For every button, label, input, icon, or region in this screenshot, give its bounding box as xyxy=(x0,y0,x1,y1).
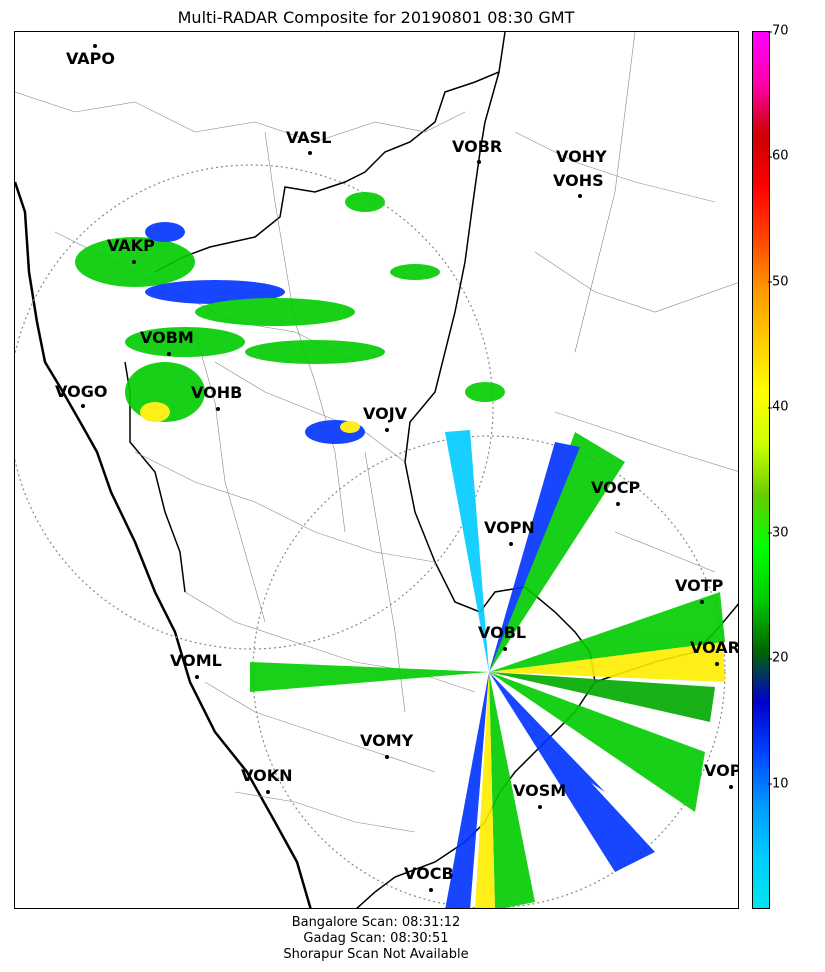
map-canvas xyxy=(15,32,738,908)
coastline xyxy=(15,181,312,908)
station-vosm: VOSM xyxy=(513,781,566,809)
station-voml: VOML xyxy=(170,651,222,679)
station-vocp: VOCP xyxy=(591,478,640,506)
station-vohs: VOHS xyxy=(553,171,604,198)
station-vogo: VOGO xyxy=(55,382,107,408)
station-vocb: VOCB xyxy=(404,864,454,892)
radar-map: VAPO VASL VOBR VOHY VOHS VAKP VOBM VOGO … xyxy=(14,31,739,909)
colorbar-tick-label: 10 xyxy=(768,776,789,792)
state-border-north xyxy=(154,32,506,273)
bangalore-scan-time: Bangalore Scan: 08:31:12 xyxy=(291,915,461,930)
shorapur-scan-status: Shorapur Scan Not Available xyxy=(283,947,469,962)
station-vokn: VOKN xyxy=(241,766,293,794)
station-voar: VOAR xyxy=(690,638,738,666)
reflectivity-colorbar xyxy=(752,31,770,909)
gadag-range-ring xyxy=(15,164,494,650)
colorbar-tick-label: 60 xyxy=(768,148,789,164)
colorbar-tick-label: 40 xyxy=(768,399,789,415)
station-vasl: VASL xyxy=(286,128,331,155)
station-votp: VOTP xyxy=(675,576,723,604)
bangalore-echoes xyxy=(250,430,725,908)
colorbar-ticks: 10 20 30 40 50 60 70 xyxy=(768,24,822,909)
station-vohy: VOHY xyxy=(556,147,607,166)
station-vobr: VOBR xyxy=(452,137,502,164)
colorbar-tick-label: 70 xyxy=(768,23,789,39)
colorbar-tick-label: 50 xyxy=(768,274,789,290)
station-vobm: VOBM xyxy=(140,328,194,356)
station-vakp: VAKP xyxy=(107,236,155,264)
station-vapo: VAPO xyxy=(66,44,115,68)
colorbar-tick-label: 20 xyxy=(768,650,789,666)
gadag-echoes xyxy=(75,192,505,444)
station-vohb: VOHB xyxy=(191,383,242,411)
station-vojv: VOJV xyxy=(363,404,407,432)
colorbar-tick-label: 30 xyxy=(768,525,789,541)
station-vopc: VOPC xyxy=(704,761,738,789)
gadag-scan-time: Gadag Scan: 08:30:51 xyxy=(303,931,449,946)
station-vomy: VOMY xyxy=(360,731,413,759)
district-borders xyxy=(15,32,738,833)
map-title: Multi-RADAR Composite for 20190801 08:30… xyxy=(177,8,575,27)
station-vopn: VOPN xyxy=(484,518,535,546)
station-vobl: VOBL xyxy=(478,623,526,651)
